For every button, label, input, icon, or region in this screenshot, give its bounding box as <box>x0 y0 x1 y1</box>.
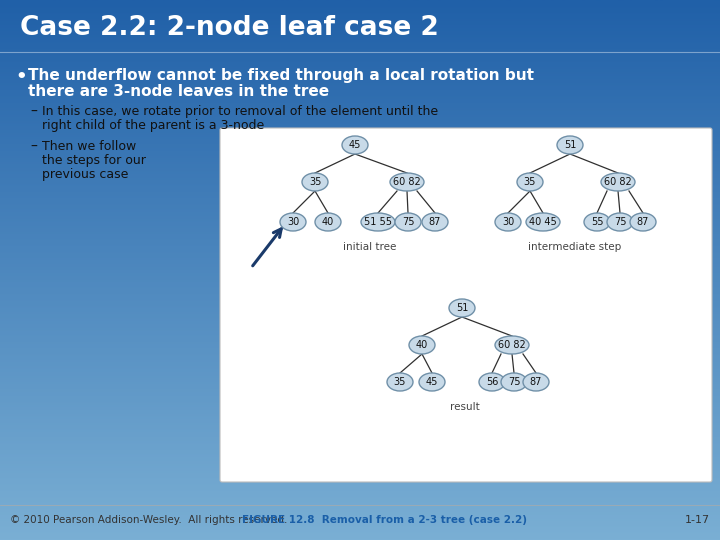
Text: previous case: previous case <box>42 168 128 181</box>
Text: 30: 30 <box>287 217 299 227</box>
Ellipse shape <box>557 136 583 154</box>
Text: 55: 55 <box>590 217 603 227</box>
Text: 75: 75 <box>402 217 414 227</box>
Text: 60 82: 60 82 <box>604 177 632 187</box>
Text: initial tree: initial tree <box>343 242 397 252</box>
Text: 30: 30 <box>502 217 514 227</box>
Ellipse shape <box>361 213 395 231</box>
Text: 51: 51 <box>564 140 576 150</box>
Text: –: – <box>30 140 37 154</box>
Text: there are 3-node leaves in the tree: there are 3-node leaves in the tree <box>28 84 329 99</box>
Ellipse shape <box>601 173 635 191</box>
Text: right child of the parent is a 3-node: right child of the parent is a 3-node <box>42 119 264 132</box>
Text: 40 45: 40 45 <box>529 217 557 227</box>
Text: 40: 40 <box>416 340 428 350</box>
Text: In this case, we rotate prior to removal of the element until the: In this case, we rotate prior to removal… <box>42 105 438 118</box>
Text: 75: 75 <box>613 217 626 227</box>
Ellipse shape <box>495 336 529 354</box>
Ellipse shape <box>584 213 610 231</box>
Text: 60 82: 60 82 <box>498 340 526 350</box>
Text: 75: 75 <box>508 377 521 387</box>
Text: intermediate step: intermediate step <box>528 242 621 252</box>
Text: 35: 35 <box>394 377 406 387</box>
Text: 51: 51 <box>456 303 468 313</box>
Ellipse shape <box>409 336 435 354</box>
Ellipse shape <box>517 173 543 191</box>
Ellipse shape <box>607 213 633 231</box>
Text: 51 55: 51 55 <box>364 217 392 227</box>
Text: © 2010 Pearson Addison-Wesley.  All rights reserved.: © 2010 Pearson Addison-Wesley. All right… <box>10 515 287 525</box>
Ellipse shape <box>479 373 505 391</box>
FancyBboxPatch shape <box>220 128 712 482</box>
Text: the steps for our: the steps for our <box>42 154 146 167</box>
Ellipse shape <box>390 173 424 191</box>
Ellipse shape <box>387 373 413 391</box>
Ellipse shape <box>526 213 560 231</box>
Ellipse shape <box>422 213 448 231</box>
Text: The underflow cannot be fixed through a local rotation but: The underflow cannot be fixed through a … <box>28 68 534 83</box>
Text: 40: 40 <box>322 217 334 227</box>
Ellipse shape <box>495 213 521 231</box>
Ellipse shape <box>302 173 328 191</box>
Ellipse shape <box>419 373 445 391</box>
Text: 1-17: 1-17 <box>685 515 710 525</box>
Text: Then we follow: Then we follow <box>42 140 136 153</box>
Text: 45: 45 <box>426 377 438 387</box>
Text: 87: 87 <box>530 377 542 387</box>
Text: FIGURE 12.8  Removal from a 2-3 tree (case 2.2): FIGURE 12.8 Removal from a 2-3 tree (cas… <box>243 515 528 525</box>
Ellipse shape <box>342 136 368 154</box>
Ellipse shape <box>501 373 527 391</box>
Ellipse shape <box>395 213 421 231</box>
Text: 35: 35 <box>309 177 321 187</box>
Text: 45: 45 <box>348 140 361 150</box>
Ellipse shape <box>449 299 475 317</box>
Text: Case 2.2: 2-node leaf case 2: Case 2.2: 2-node leaf case 2 <box>20 15 438 41</box>
Bar <box>0 0 720 50</box>
Text: 87: 87 <box>636 217 649 227</box>
Ellipse shape <box>315 213 341 231</box>
Text: result: result <box>450 402 480 412</box>
Ellipse shape <box>630 213 656 231</box>
Ellipse shape <box>523 373 549 391</box>
Text: 35: 35 <box>524 177 536 187</box>
Ellipse shape <box>280 213 306 231</box>
Text: •: • <box>15 68 27 86</box>
Text: –: – <box>30 105 37 119</box>
Text: 56: 56 <box>486 377 498 387</box>
Text: 60 82: 60 82 <box>393 177 421 187</box>
Text: 87: 87 <box>429 217 441 227</box>
